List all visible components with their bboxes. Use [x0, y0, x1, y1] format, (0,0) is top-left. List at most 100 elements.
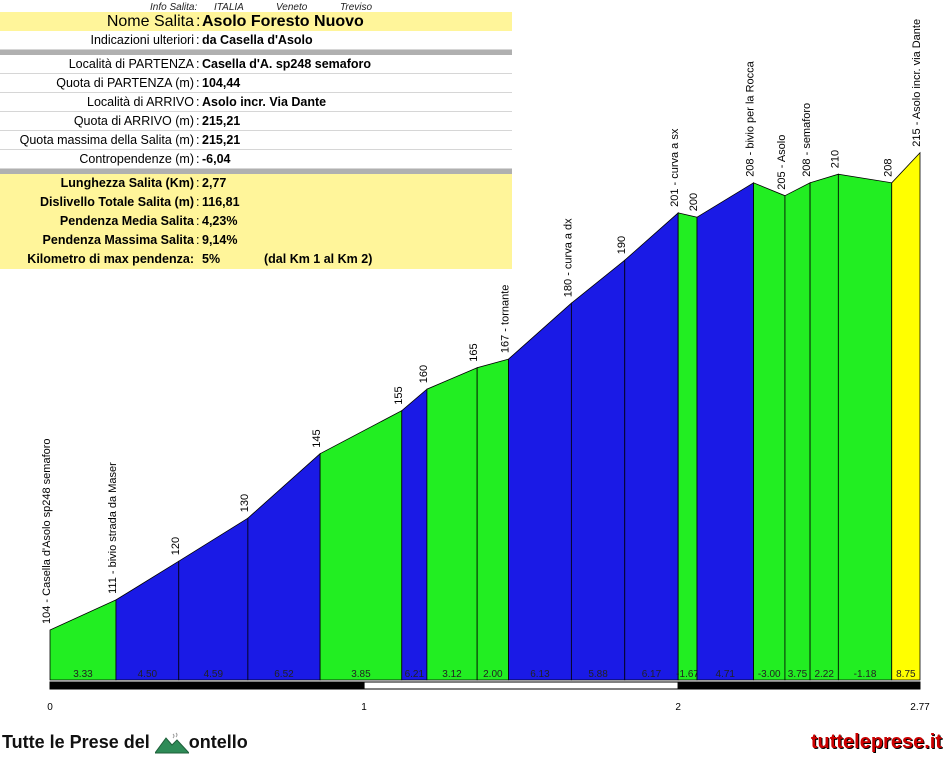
- info-colon: :: [196, 57, 200, 71]
- info-label: Indicazioni ulteriori: [90, 33, 194, 47]
- info-label: Quota di ARRIVO (m): [73, 114, 194, 128]
- profile-segment: [696, 182, 754, 681]
- point-label: 155: [393, 386, 405, 404]
- point-label: 160: [418, 365, 430, 383]
- info-label: Dislivello Totale Salita (m): [40, 195, 194, 209]
- info-value: -6,04: [202, 152, 231, 166]
- profile-segment: [784, 182, 811, 681]
- segment-gradient-label: 6.13: [530, 669, 550, 680]
- info-label: Quota di PARTENZA (m): [56, 76, 194, 90]
- info-value: Casella d'A. sp248 semaforo: [202, 57, 372, 71]
- info-label: Località di ARRIVO: [87, 95, 194, 109]
- info-extra: (dal Km 1 al Km 2): [264, 252, 373, 266]
- brand-right: tutteleprese.it: [810, 731, 942, 753]
- info-colon: :: [196, 13, 201, 30]
- profile-segment: [319, 410, 403, 681]
- info-value: 5%: [202, 252, 221, 266]
- info-value: 4,23%: [202, 214, 238, 228]
- point-label: 165: [468, 343, 480, 361]
- point-label: 145: [311, 429, 323, 447]
- info-label: Quota massima della Salita (m): [19, 133, 194, 147]
- x-tick-label: 2.77: [910, 702, 930, 713]
- profile-segment: [508, 302, 572, 681]
- segment-gradient-label: 5.88: [588, 669, 608, 680]
- info-row-avg-gradient: Pendenza Media Salita : 4,23%: [0, 212, 512, 231]
- segment-gradient-label: 2.00: [483, 669, 503, 680]
- info-label: Pendenza Media Salita: [59, 214, 194, 228]
- point-label: 200: [688, 193, 700, 211]
- segment-gradient-label: -1.18: [854, 669, 877, 680]
- info-header-province: Treviso: [340, 2, 373, 13]
- info-row-start-place: Località di PARTENZA : Casella d'A. sp24…: [0, 55, 512, 74]
- point-label: 180 - curva a dx: [562, 218, 574, 297]
- brand-left-text-a: Tutte le Prese del: [2, 732, 150, 752]
- segment-gradient-label: 3.12: [442, 669, 462, 680]
- point-label: 130: [239, 494, 251, 512]
- info-separator: [0, 50, 512, 55]
- profile-segment: [401, 388, 428, 681]
- info-value: 104,44: [202, 76, 241, 90]
- info-value: 215,21: [202, 114, 241, 128]
- segment-gradient-label: -1.67: [676, 669, 699, 680]
- point-label: 111 - bivio strada da Maser: [107, 462, 119, 594]
- info-colon: :: [196, 76, 200, 90]
- info-value: Asolo incr. Via Dante: [202, 95, 327, 109]
- x-tick-label: 2: [675, 702, 681, 713]
- point-label: 215 - Asolo incr. via Dante: [911, 19, 923, 147]
- profile-segment: [677, 212, 698, 681]
- segment-gradient-label: 3.75: [788, 669, 808, 680]
- info-value: 116,81: [202, 195, 240, 209]
- profile-segment: [247, 452, 321, 681]
- info-colon: :: [196, 133, 200, 147]
- info-colon: :: [196, 176, 200, 190]
- segment-gradient-label: 4.59: [204, 669, 224, 680]
- distance-bar-segment: [49, 681, 365, 690]
- info-row-end-alt: Quota di ARRIVO (m) : 215,21: [0, 112, 512, 131]
- segment-gradient-label: 3.33: [73, 669, 93, 680]
- segment-gradient-label: 6.21: [405, 669, 425, 680]
- info-row-start-alt: Quota di PARTENZA (m) : 104,44: [0, 74, 512, 93]
- info-header-region: Veneto: [276, 2, 308, 13]
- point-label: 208 - semaforo: [801, 103, 813, 177]
- info-colon: :: [196, 95, 200, 109]
- segment-gradient-label: 4.50: [138, 669, 158, 680]
- info-row-name: Nome Salita : Asolo Foresto Nuovo: [0, 12, 512, 31]
- profile-segment: [837, 173, 893, 681]
- point-label: 167 - tornante: [500, 285, 512, 354]
- info-colon: :: [196, 152, 200, 166]
- profile-segment: [809, 173, 839, 681]
- segment-gradient-label: 3.85: [351, 669, 371, 680]
- info-label: Kilometro di max pendenza:: [27, 252, 194, 266]
- point-label: 208: [883, 158, 895, 176]
- brand-left-text-b: ontello: [188, 732, 248, 752]
- profile-segment: [426, 367, 478, 681]
- point-label: 201 - curva a sx: [669, 128, 681, 207]
- info-value: 2,77: [202, 176, 227, 190]
- point-label: 190: [616, 236, 628, 254]
- info-colon: :: [196, 214, 200, 228]
- profile-segment: [178, 517, 249, 681]
- segment-gradient-label: 4.71: [716, 669, 736, 680]
- info-row-length: Lunghezza Salita (Km) : 2,77: [0, 174, 512, 193]
- x-tick-label: 1: [361, 702, 367, 713]
- segment-gradient-label: -3.00: [758, 669, 781, 680]
- info-label: Lunghezza Salita (Km): [60, 176, 194, 190]
- info-row-max-km: Kilometro di max pendenza: 5% (dal Km 1 …: [0, 250, 512, 269]
- info-header-country: ITALIA: [214, 2, 244, 13]
- point-label: 210: [829, 150, 841, 168]
- segment-gradient-label: 8.75: [896, 669, 916, 680]
- profile-segment: [624, 212, 679, 681]
- point-label: 120: [170, 537, 182, 555]
- distance-bar-segment: [677, 681, 921, 690]
- info-label: Pendenza Massima Salita: [42, 233, 194, 247]
- info-value: 9,14%: [202, 233, 238, 247]
- profile-segment: [753, 182, 786, 681]
- info-row-notes: Indicazioni ulteriori : da Casella d'Aso…: [0, 31, 512, 50]
- x-tick-label: 0: [47, 702, 53, 713]
- brand-left: Tutte le Prese del ontello: [2, 732, 248, 754]
- info-row-max-alt: Quota massima della Salita (m) : 215,21: [0, 131, 512, 150]
- point-label: 208 - bivio per la Rocca: [745, 60, 757, 176]
- info-colon: :: [196, 114, 200, 128]
- profile-segment: [891, 151, 921, 681]
